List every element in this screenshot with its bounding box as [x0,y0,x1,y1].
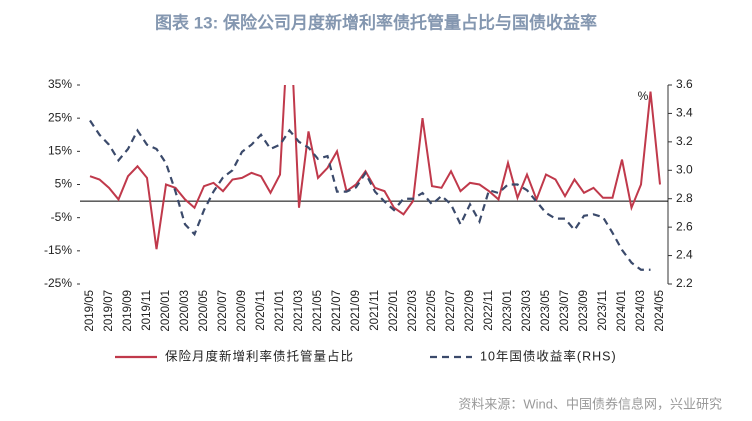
x-tick-label: 2022/07 [445,290,457,332]
y-tick-label: 15% [48,144,72,158]
x-tick-label: 2023/07 [559,290,571,332]
y2-tick-label: 3.6 [676,77,693,91]
x-tick-label: 2022/05 [426,290,438,332]
x-tick-label: 2021/07 [331,290,343,332]
x-tick-label: 2019/09 [122,290,134,332]
source: 资料来源：Wind、中国债券信息网，兴业研究 [458,396,722,411]
x-tick-label: 2021/09 [350,290,362,332]
y2-tick-label: 2.8 [676,191,693,205]
x-tick-label: 2022/11 [483,290,495,331]
x-tick-label: 2021/05 [312,290,324,332]
x-tick-label: 2019/11 [141,290,153,331]
x-tick-label: 2023/11 [597,290,609,331]
x-tick-label: 2020/03 [179,290,191,332]
x-tick-label: 2022/03 [407,290,419,332]
y2-tick-label: 3.2 [676,134,693,148]
chart-title: 图表 13: 保险公司月度新增利率债托管量占比与国债收益率 [155,12,597,32]
y2-tick-label: 2.2 [676,276,693,290]
annotation: % [638,89,649,103]
y2-tick-label: 3.4 [676,106,693,120]
x-tick-label: 2020/11 [255,290,267,331]
x-tick-label: 2021/03 [293,290,305,332]
y2-tick-label: 2.6 [676,219,693,233]
x-tick-label: 2020/05 [198,290,210,332]
y-tick-label: 25% [48,110,72,124]
x-tick-label: 2020/01 [160,290,172,332]
legend-label: 保险月度新增利率债托管量占比 [165,348,354,363]
x-tick-label: 2024/03 [635,290,647,332]
series-line [89,119,651,271]
y-tick-label: -5% [51,210,73,224]
x-tick-label: 2024/05 [654,290,666,332]
x-tick-label: 2020/09 [236,290,248,332]
x-tick-label: 2021/11 [369,290,381,331]
y-tick-label: -15% [44,243,72,257]
x-tick-label: 2023/09 [578,290,590,332]
y-tick-label: -25% [44,276,72,290]
x-tick-label: 2023/01 [502,290,514,332]
series-line [89,85,661,250]
y-tick-label: 35% [48,77,72,91]
x-tick-label: 2021/01 [274,290,286,332]
x-tick-label: 2024/01 [616,290,628,332]
legend-label: 10年国债收益率(RHS) [480,348,617,363]
x-tick-label: 2023/03 [521,290,533,332]
x-tick-label: 2020/07 [217,290,229,332]
y-tick-label: 5% [55,177,73,191]
x-tick-label: 2023/05 [540,290,552,332]
y2-tick-label: 2.4 [676,248,693,262]
x-tick-label: 2019/07 [103,290,115,332]
x-tick-label: 2022/09 [464,290,476,332]
x-tick-label: 2019/05 [84,290,96,332]
y2-tick-label: 3.0 [676,162,693,176]
x-tick-label: 2022/01 [388,290,400,332]
